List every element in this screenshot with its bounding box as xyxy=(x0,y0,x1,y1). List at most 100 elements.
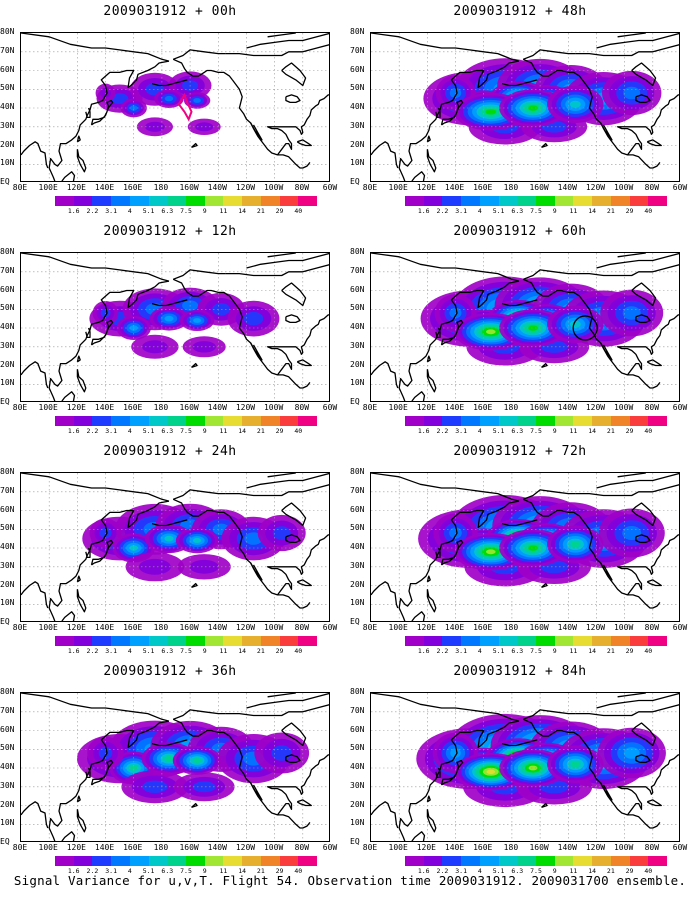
lat-label: 20N xyxy=(0,579,15,589)
lon-label: 160W xyxy=(529,623,549,632)
coastline xyxy=(250,562,263,581)
lon-label: 60W xyxy=(672,183,688,192)
lat-label: EQ xyxy=(0,177,10,186)
coastline xyxy=(616,314,679,376)
coastline xyxy=(281,282,307,307)
lat-label: 40N xyxy=(350,762,365,771)
colorbar-swatch xyxy=(279,636,299,646)
variance-shading xyxy=(418,495,665,587)
lat-label: 60N xyxy=(0,64,15,74)
coastline xyxy=(172,498,233,521)
flight-track xyxy=(177,92,193,122)
coastline xyxy=(21,581,49,609)
lon-label: 140W xyxy=(207,843,227,852)
colorbar-label: 29 xyxy=(625,647,634,655)
map-area xyxy=(370,472,680,622)
coastline xyxy=(617,33,646,38)
colorbar-label: 4 xyxy=(477,427,482,435)
colorbar-label: 14 xyxy=(588,867,597,875)
coastline xyxy=(61,171,76,181)
coastline xyxy=(371,33,520,62)
colorbar-label: 40 xyxy=(644,427,653,435)
coastline xyxy=(85,107,91,119)
colorbar-swatch xyxy=(461,196,480,206)
lat-label: 60N xyxy=(350,724,365,734)
colorbar-label: 2.2 xyxy=(436,207,449,215)
coastline xyxy=(435,547,441,559)
colorbar-label: 3.1 xyxy=(105,207,118,215)
colorbar-label: 4 xyxy=(127,647,132,655)
colorbar-swatch xyxy=(55,416,74,426)
colorbar-swatch xyxy=(461,636,480,646)
lon-label: 160E xyxy=(123,623,143,632)
colorbar-label: 5.1 xyxy=(492,867,505,875)
lat-label: 10N xyxy=(0,378,15,388)
colorbar-label: 29 xyxy=(275,207,284,215)
lon-label: 180 xyxy=(153,403,169,412)
colorbar-swatch xyxy=(186,416,205,426)
lat-label: 40N xyxy=(0,542,15,551)
colorbar-label: 3.1 xyxy=(455,647,468,655)
variance-contour xyxy=(623,747,640,759)
panel-title: 2009031912 + 72h xyxy=(453,444,587,459)
variance-shading xyxy=(82,503,306,582)
lon-label: 140E xyxy=(444,183,465,192)
colorbar-label: 4 xyxy=(477,207,482,215)
colorbar-label: 14 xyxy=(588,647,597,655)
lon-label: 100E xyxy=(388,623,408,632)
colorbar-label: 6.3 xyxy=(161,867,174,875)
variance-contour xyxy=(164,755,174,762)
colorbar-label: 21 xyxy=(606,207,615,215)
lon-label: 100W xyxy=(613,623,634,632)
coastline xyxy=(575,484,679,497)
colorbar-label: 21 xyxy=(256,427,265,435)
colorbar-label: 21 xyxy=(256,867,265,875)
variance-map xyxy=(371,693,679,841)
lon-label: 60W xyxy=(672,403,688,412)
colorbar-swatch xyxy=(55,856,74,866)
variance-map xyxy=(371,473,679,621)
colorbar-swatch xyxy=(629,856,649,866)
colorbar-label: 40 xyxy=(644,207,653,215)
coastline xyxy=(575,44,679,57)
lon-label: 120W xyxy=(235,403,256,412)
lon-label: 120W xyxy=(235,843,256,852)
colorbar-swatch xyxy=(423,416,443,426)
colorbar-label: 4 xyxy=(477,867,482,875)
lon-label: 60W xyxy=(322,623,338,632)
variance-contour xyxy=(193,538,202,543)
lon-label: 100E xyxy=(38,843,58,852)
colorbar-swatch xyxy=(498,636,518,646)
variance-contour xyxy=(528,765,538,771)
coastline xyxy=(581,79,661,169)
coastlines xyxy=(371,693,679,841)
coastline xyxy=(21,141,49,169)
colorbar-swatch xyxy=(92,636,112,646)
lon-label: 120E xyxy=(66,843,86,852)
colorbar-swatch xyxy=(573,416,593,426)
lat-label: 30N xyxy=(350,780,365,790)
coastline xyxy=(435,327,441,339)
lat-label: 80N xyxy=(0,247,15,256)
lat-label: 60N xyxy=(0,504,15,514)
lon-label: 140W xyxy=(207,183,227,192)
lat-label: 80N xyxy=(0,687,15,696)
colorbar-label: 6.3 xyxy=(161,427,174,435)
lat-label: 30N xyxy=(350,120,365,130)
panel-p00: 2009031912 + 00h 80N 70N 60N 50N 40N 30N 20N 10N… xyxy=(0,0,340,222)
coastline xyxy=(398,500,520,621)
coastline xyxy=(426,795,431,803)
variance-contour xyxy=(570,541,580,548)
colorbar-swatch xyxy=(648,636,668,646)
colorbar-label: 29 xyxy=(275,647,284,655)
coastline xyxy=(76,135,81,143)
colorbar-label: 2.2 xyxy=(436,867,449,875)
lon-label: 120W xyxy=(585,183,606,192)
variance-contour xyxy=(623,86,641,100)
colorbar-swatch xyxy=(648,196,668,206)
colorbar-label: 9 xyxy=(552,427,557,435)
coastline xyxy=(426,149,437,173)
colorbar-swatch xyxy=(536,636,555,646)
colorbar-swatch xyxy=(279,416,299,426)
coastline xyxy=(61,391,76,401)
